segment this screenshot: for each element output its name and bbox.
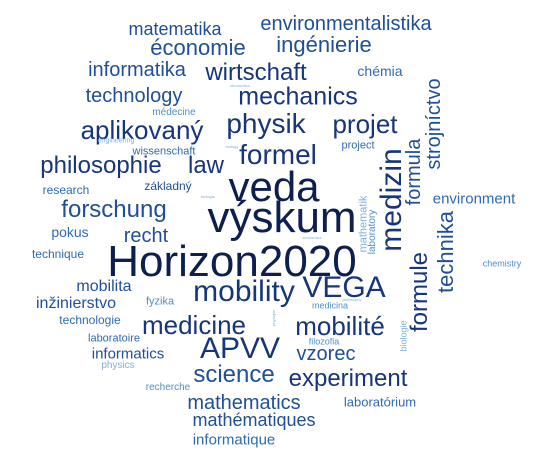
- word-projet: projet: [332, 109, 398, 139]
- word-formule: formule: [406, 251, 433, 333]
- word-aplikovany: aplikovaný: [80, 115, 204, 145]
- word-laboratoire: laboratoire: [88, 332, 140, 345]
- word-pokus: pokus: [51, 224, 89, 240]
- word-environment: environment: [432, 190, 516, 208]
- word-technology: technology: [85, 85, 183, 107]
- word-informatics: informatics: [91, 345, 165, 363]
- word-physik: physik: [226, 108, 306, 139]
- word-research: research: [42, 183, 90, 197]
- word-medecine: médecine: [152, 107, 196, 118]
- word-technologie: technologie: [59, 313, 121, 327]
- word-vzorec: vzorec: [296, 343, 356, 365]
- word-informatique: informatique: [192, 431, 276, 449]
- word-economie: économie: [150, 35, 246, 60]
- word-environmentalistika: environmentalistika: [260, 13, 432, 35]
- word-formula: formula: [403, 138, 425, 206]
- word-fyzika: fyzika: [145, 295, 175, 308]
- word-veda: veda: [228, 163, 320, 210]
- word-economics: economics: [302, 235, 322, 240]
- word-recht: recht: [123, 225, 169, 247]
- word-matematika: matematika: [128, 19, 222, 39]
- word-formel: formel: [239, 139, 317, 170]
- word-philosophy: philosophy: [342, 297, 362, 302]
- word-mechanics: mechanics: [238, 82, 358, 111]
- word-vega: VEGA: [302, 271, 386, 304]
- word-laboratory: laboratory: [367, 209, 378, 255]
- word-biology: biology: [225, 144, 239, 149]
- word-experiment: experiment: [288, 365, 408, 392]
- word-technique: technique: [31, 247, 85, 261]
- word-ekonomika: ekonomika: [230, 83, 250, 88]
- word-ingenierie: ingénierie: [276, 32, 372, 57]
- word-biologie: biologie: [398, 320, 409, 352]
- word-horizon2020: Horizon2020: [107, 237, 357, 286]
- word-medicine: medicine: [141, 310, 247, 340]
- word-zakladny: základný: [144, 179, 192, 193]
- word-mathematiques: mathématiques: [192, 410, 316, 430]
- word-informatika: informatika: [88, 59, 186, 81]
- word-laboratorium: laboratórium: [343, 394, 417, 410]
- word-recherche: recherche: [145, 382, 191, 393]
- word-philosophie: philosophie: [40, 152, 162, 179]
- word-chemia: chémia: [357, 63, 403, 79]
- word-medicina: medicina: [311, 300, 349, 311]
- word-technika: technika: [433, 211, 458, 293]
- word-mobilite: mobilité: [295, 311, 385, 341]
- word-wissenschaft: wissenschaft: [132, 145, 196, 158]
- word-biologia: biológia: [201, 194, 215, 199]
- word-mobility: mobility: [193, 275, 295, 308]
- word-law: law: [187, 152, 225, 179]
- word-physique: physique: [271, 309, 276, 327]
- word-apvv: APVV: [199, 332, 281, 365]
- word-filozofia: filozofia: [308, 336, 340, 347]
- word-mobilita: mobilita: [76, 278, 132, 295]
- word-forschung: forschung: [61, 196, 167, 223]
- word-physics: physics: [101, 360, 135, 371]
- word-project: project: [341, 139, 375, 152]
- word-wirtschaft: wirtschaft: [205, 59, 307, 86]
- word-vyskum: výskum: [207, 193, 357, 242]
- word-strojnictvo: strojníctvo: [423, 78, 445, 170]
- word-chemistry: chemistry: [482, 258, 522, 269]
- word-science: science: [193, 361, 275, 388]
- word-mathematics: mathematics: [187, 392, 301, 414]
- word-engineering: engineering: [97, 137, 135, 145]
- word-inzinierstvo: inžinierstvo: [35, 295, 117, 312]
